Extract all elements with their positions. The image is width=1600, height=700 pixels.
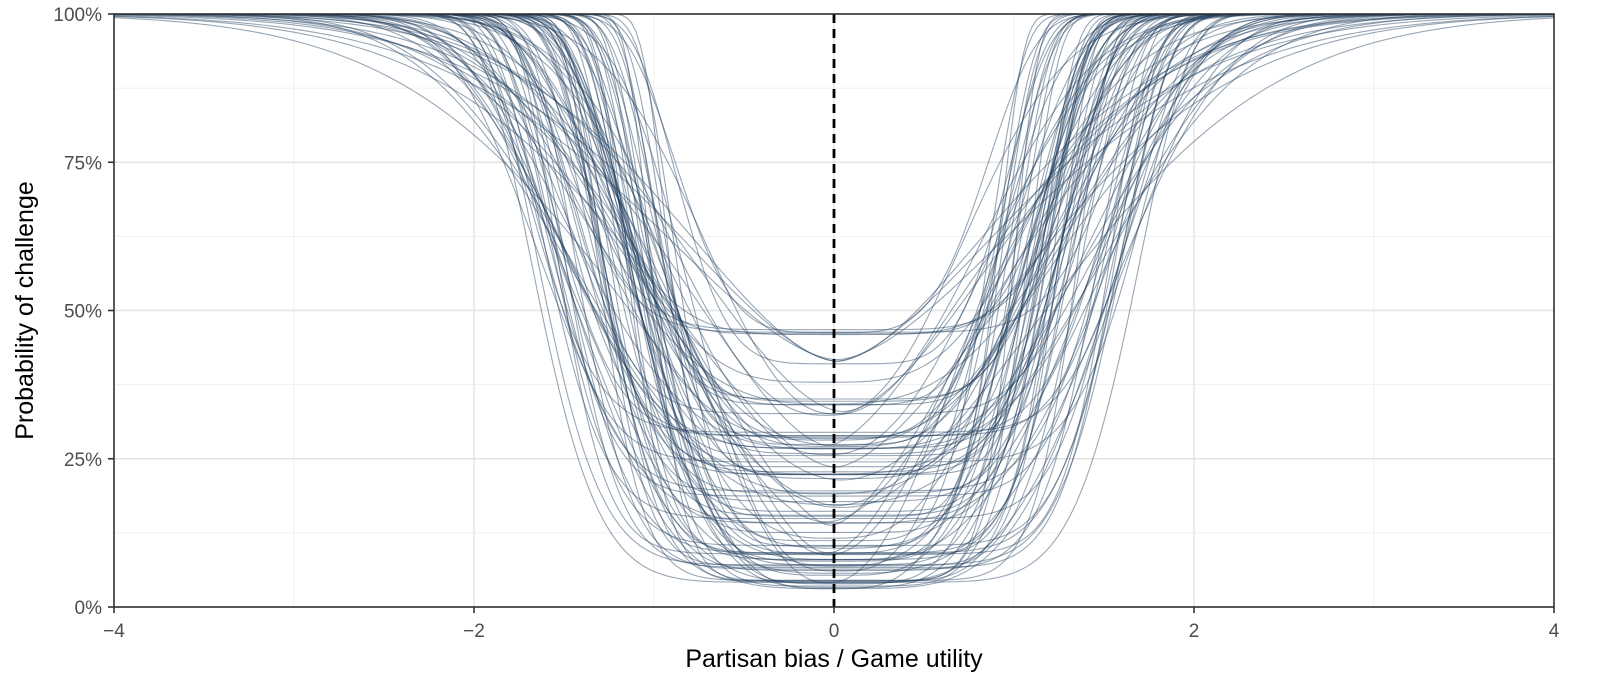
curve (113, 13, 1555, 554)
x-axis-ticks: −4 −2 0 2 4 (103, 607, 1560, 642)
y-tick-label: 25% (64, 450, 102, 471)
curve (114, 13, 1554, 475)
curve (114, 13, 1554, 446)
curve (113, 13, 1554, 495)
y-axis-title: Probability of challenge (11, 181, 39, 440)
x-tick-label: −4 (103, 621, 125, 642)
curve (114, 13, 1554, 405)
curve (114, 13, 1554, 506)
curve (114, 13, 1554, 450)
y-tick-label: 100% (53, 5, 102, 26)
y-axis-ticks: 0% 25% 50% 75% 100% (53, 5, 114, 619)
curve (114, 13, 1554, 549)
curve (114, 13, 1554, 508)
x-tick-label: 4 (1549, 621, 1560, 642)
x-tick-label: −2 (463, 621, 485, 642)
curve (113, 13, 1555, 523)
curve (114, 13, 1554, 584)
curve (113, 13, 1555, 446)
x-tick-label: 0 (829, 621, 840, 642)
curve (113, 17, 1555, 507)
y-tick-label: 50% (64, 302, 102, 323)
x-axis-title: Partisan bias / Game utility (685, 645, 983, 673)
x-tick-label: 2 (1189, 621, 1200, 642)
y-tick-label: 75% (64, 153, 102, 174)
y-tick-label: 0% (75, 598, 103, 619)
